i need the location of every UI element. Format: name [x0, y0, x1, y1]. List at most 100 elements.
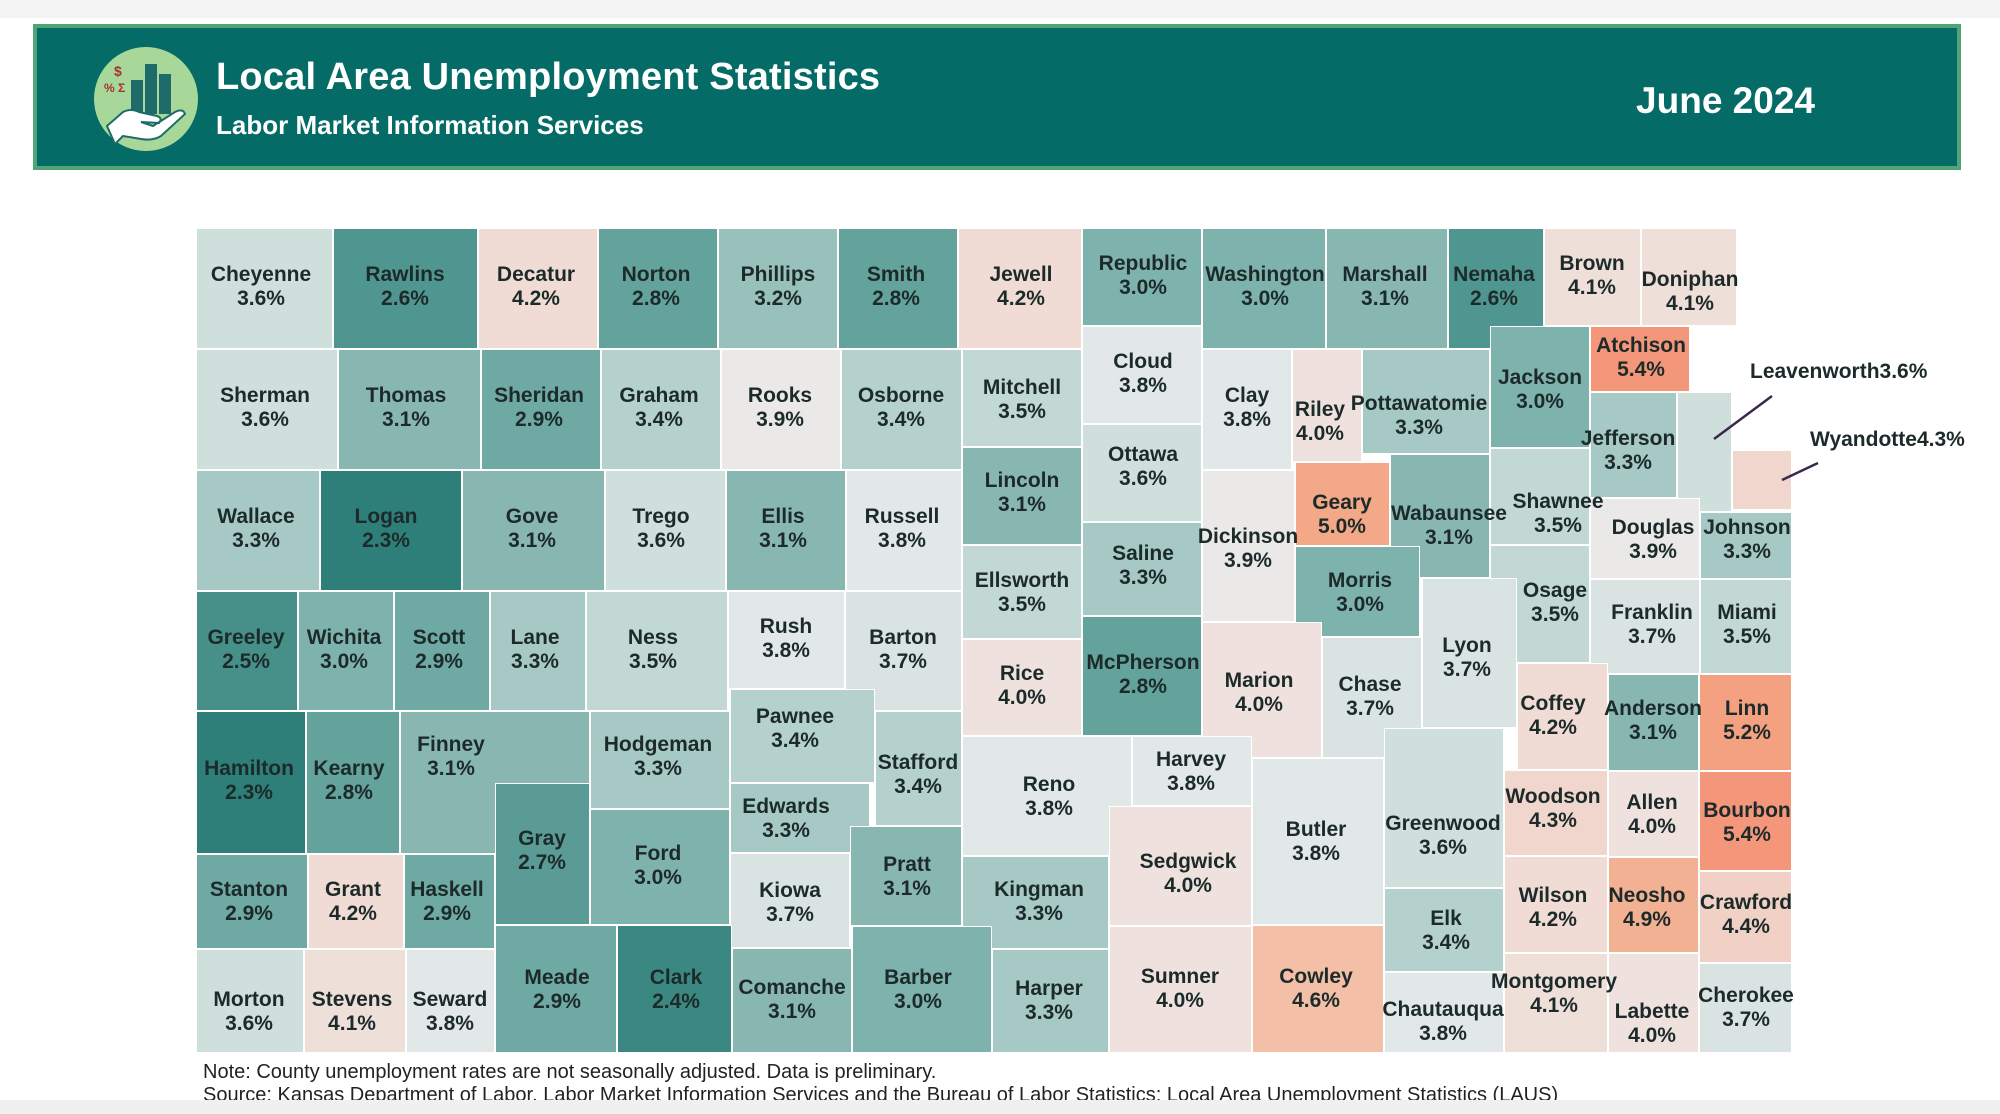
county-label-montgomery: Montgomery 4.1%	[1491, 970, 1617, 1018]
county-comanche	[732, 948, 852, 1053]
county-rate: 3.3%	[1119, 566, 1167, 589]
county-label-seward: Seward 3.8%	[413, 988, 488, 1036]
county-label-cherokee: Cherokee 3.7%	[1698, 984, 1794, 1032]
county-name: Sherman	[220, 384, 310, 407]
county-kearny	[306, 711, 400, 854]
county-name: Labette	[1614, 1000, 1690, 1023]
county-label-republic: Republic 3.0%	[1099, 252, 1188, 300]
county-rate: 3.1%	[998, 493, 1046, 516]
county-name: Lane	[510, 626, 560, 649]
county-rate: 4.1%	[328, 1012, 376, 1035]
county-haskell	[404, 854, 495, 949]
county-name: Atchison	[1596, 334, 1686, 357]
county-name: Crawford	[1699, 891, 1793, 914]
county-rate: 4.0%	[1235, 693, 1283, 716]
county-harper	[992, 949, 1109, 1053]
county-name: Barton	[869, 626, 937, 649]
county-wilson	[1504, 856, 1608, 953]
county-rate: 4.0%	[1628, 1024, 1676, 1047]
county-name: Russell	[864, 505, 940, 528]
county-rate: 3.0%	[1516, 390, 1564, 413]
county-rate: 3.5%	[629, 650, 677, 673]
county-name: Cowley	[1279, 965, 1353, 988]
county-name: Edwards	[742, 795, 830, 818]
county-name: Republic	[1098, 252, 1188, 275]
top-strip	[0, 0, 2000, 18]
county-label-kearny: Kearny 2.8%	[313, 757, 384, 805]
county-name: Miami	[1717, 601, 1777, 624]
county-name: Leavenworth	[1750, 360, 1880, 383]
county-chautauqua	[1384, 972, 1504, 1053]
county-name: Ellis	[761, 505, 805, 528]
county-name: Pratt	[883, 853, 931, 876]
county-name: Wilson	[1518, 884, 1588, 907]
county-label-russell: Russell 3.8%	[865, 505, 940, 553]
county-rate: 3.1%	[427, 757, 475, 780]
county-crawford	[1699, 871, 1792, 963]
page-title: Local Area Unemployment Statistics	[216, 56, 881, 98]
county-cheyenne	[196, 228, 333, 349]
county-label-morton: Morton 3.6%	[213, 988, 284, 1036]
county-thomas	[338, 349, 481, 470]
county-rate: 3.1%	[1361, 287, 1409, 310]
county-name: Franklin	[1611, 601, 1693, 624]
county-label-bourbon: Bourbon 5.4%	[1703, 799, 1790, 847]
county-label-wabaunsee: Wabaunsee 3.1%	[1391, 502, 1507, 550]
county-name: Nemaha	[1453, 263, 1535, 286]
county-name: Sedgwick	[1139, 850, 1237, 873]
county-rooks	[721, 349, 841, 470]
county-jewell	[958, 228, 1082, 349]
county-name: Meade	[524, 966, 590, 989]
county-name: Comanche	[738, 976, 846, 999]
county-sherman	[196, 349, 338, 470]
county-name: Smith	[866, 263, 926, 286]
county-rate: 3.0%	[634, 866, 682, 889]
county-label-barber: Barber 3.0%	[884, 966, 952, 1014]
county-label-finney: Finney 3.1%	[417, 733, 485, 781]
county-rate: 2.5%	[222, 650, 270, 673]
county-bourbon	[1699, 771, 1792, 871]
county-rate: 2.8%	[632, 287, 680, 310]
county-name: Stevens	[311, 988, 393, 1011]
county-franklin	[1590, 579, 1700, 674]
county-marshall	[1326, 228, 1448, 349]
county-rate: 2.6%	[1470, 287, 1518, 310]
county-label-wilson: Wilson 4.2%	[1519, 884, 1588, 932]
county-name: Brown	[1559, 252, 1625, 275]
page-subtitle: Labor Market Information Services	[216, 110, 644, 140]
county-label-stanton: Stanton 2.9%	[210, 878, 288, 926]
county-name: Marshall	[1342, 263, 1428, 286]
county-reno	[962, 736, 1132, 856]
bottom-strip	[0, 1100, 2000, 1114]
county-name: Ness	[627, 626, 679, 649]
county-label-ness: Ness 3.5%	[628, 626, 678, 674]
county-label-lincoln: Lincoln 3.1%	[985, 469, 1060, 517]
county-russell	[846, 470, 962, 591]
county-name: Anderson	[1603, 697, 1703, 720]
county-label-rooks: Rooks 3.9%	[748, 384, 812, 432]
county-rate: 3.3%	[1723, 540, 1771, 563]
county-rate: 3.6%	[241, 408, 289, 431]
county-rate: 3.6%	[225, 1012, 273, 1035]
county-label-logan: Logan 2.3%	[355, 505, 418, 553]
svg-text:$: $	[114, 63, 122, 79]
county-hodgeman	[590, 711, 730, 809]
county-rate: 3.3%	[1604, 451, 1652, 474]
county-edwards	[730, 783, 870, 853]
county-name: Seward	[412, 988, 488, 1011]
county-rate: 3.8%	[878, 529, 926, 552]
county-name: Wyandotte	[1810, 428, 1917, 451]
county-label-hodgeman: Hodgeman 3.3%	[604, 733, 713, 781]
county-label-coffey: Coffey 4.2%	[1520, 692, 1585, 740]
county-label-rawlins: Rawlins 2.6%	[365, 263, 444, 311]
county-rate: 3.5%	[1531, 603, 1579, 626]
county-rate: 3.0%	[320, 650, 368, 673]
county-rate: 2.8%	[325, 781, 373, 804]
county-name: Pottawatomie	[1350, 392, 1488, 415]
county-ford	[590, 809, 730, 925]
county-name: Wichita	[306, 626, 382, 649]
county-rate: 3.1%	[883, 877, 931, 900]
county-label-greeley: Greeley 2.5%	[207, 626, 284, 674]
county-label-haskell: Haskell 2.9%	[410, 878, 484, 926]
county-rate: 4.2%	[329, 902, 377, 925]
